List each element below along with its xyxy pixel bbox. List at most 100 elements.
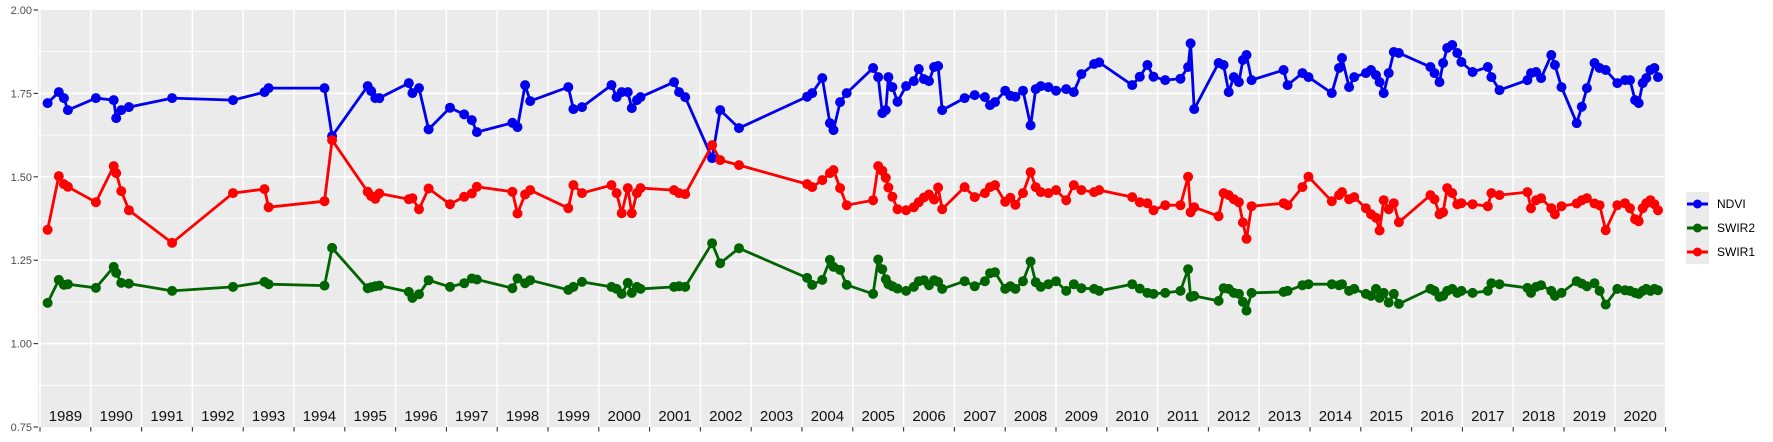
series-swir1	[42, 135, 1663, 248]
series-swir1-point	[835, 183, 846, 194]
series-swir2-point	[42, 297, 53, 308]
series-swir1-point	[1189, 202, 1200, 213]
x-tick-label: 2004	[811, 408, 844, 425]
series-swir2-point	[1536, 280, 1547, 291]
series-swir2-point	[979, 276, 990, 287]
series-ndvi-point	[1326, 88, 1337, 99]
series-swir1-point	[887, 191, 898, 202]
series-swir2-point	[1378, 287, 1389, 298]
series-swir1-point	[568, 180, 579, 191]
series-ndvi-point	[734, 123, 744, 134]
series-swir2-point	[116, 277, 127, 288]
x-tick-label: 2001	[658, 408, 691, 425]
series-swir1-point	[1482, 201, 1493, 212]
series-swir1-point	[892, 204, 903, 215]
series-swir1-point	[1456, 198, 1467, 209]
series-swir1-point	[423, 183, 434, 194]
series-swir1-point	[116, 186, 127, 197]
series-ndvi-point	[90, 93, 101, 104]
x-tick-label: 2003	[760, 408, 793, 425]
series-swir2-point	[507, 283, 518, 294]
series-swir1-point	[1653, 205, 1663, 216]
series-ndvi-point	[817, 73, 828, 84]
series-ndvi-point	[568, 104, 579, 115]
series-ndvi-point	[116, 105, 127, 116]
series-ndvi-point	[525, 96, 536, 107]
series-ndvi-point	[1482, 62, 1493, 72]
series-ndvi-point	[1383, 68, 1394, 79]
series-swir2-point	[1383, 297, 1394, 308]
series-swir2-point	[734, 243, 744, 254]
series-swir1-point	[512, 208, 523, 219]
legend-label-ndvi: NDVI	[1717, 197, 1746, 211]
series-swir1-point	[1393, 217, 1404, 228]
series-swir2-point	[263, 279, 274, 290]
series-swir2-point	[1653, 285, 1663, 296]
series-swir2-point	[616, 288, 627, 299]
series-swir1-point	[841, 200, 852, 211]
y-tick-label: 1.25	[11, 255, 32, 267]
series-swir1-point	[1536, 193, 1547, 204]
series-swir1-point	[1522, 187, 1533, 198]
series-swir1-point	[883, 182, 894, 193]
series-ndvi-point	[828, 125, 839, 136]
series-swir1-point	[1010, 199, 1021, 210]
series-swir1-point	[90, 197, 101, 208]
series-swir1-point	[606, 180, 617, 191]
series-ndvi-point	[626, 103, 637, 114]
series-ndvi-point	[1438, 58, 1449, 68]
series-ndvi-point	[1018, 85, 1028, 96]
series-swir1-point	[471, 181, 482, 192]
series-ndvi-point	[1303, 72, 1314, 83]
x-tick-label: 1999	[557, 408, 590, 425]
series-ndvi-point	[1189, 104, 1200, 115]
x-tick-label: 1998	[506, 408, 539, 425]
series-swir1-point	[414, 204, 424, 215]
x-tick-label: 1989	[49, 408, 82, 425]
series-swir1-point	[459, 191, 470, 202]
series-ndvi-point	[228, 95, 238, 106]
series-swir2-point	[1467, 287, 1478, 298]
series-swir2-point	[873, 254, 884, 265]
series-ndvi-point	[873, 72, 884, 83]
series-swir2-point	[1371, 283, 1381, 294]
series-swir2-point	[1068, 279, 1079, 290]
series-ndvi-point	[1218, 60, 1229, 70]
series-ndvi-point	[715, 105, 726, 116]
series-swir2-point	[62, 279, 73, 290]
legend-key-swir2-icon	[1686, 216, 1709, 240]
series-swir2-point	[123, 278, 134, 289]
series-swir2-point	[459, 278, 470, 289]
series-swir1-point	[1447, 188, 1458, 199]
series-swir2-point	[1025, 256, 1036, 267]
series-swir2	[42, 238, 1663, 316]
series-swir1-point	[1556, 201, 1567, 212]
series-ndvi-point	[1374, 77, 1385, 88]
series-swir2-point	[868, 288, 879, 299]
x-tick-label: 2014	[1319, 408, 1352, 425]
series-ndvi-point	[1278, 65, 1289, 75]
series-swir1-point	[1237, 217, 1248, 228]
series-swir1-point	[53, 171, 64, 182]
series-swir1-point	[1076, 185, 1087, 196]
series-swir1-point	[228, 188, 238, 199]
series-ndvi-point	[807, 88, 818, 99]
series-swir1-point	[933, 182, 944, 193]
series-ndvi-point	[58, 93, 69, 104]
series-swir1-point	[626, 208, 637, 219]
series-ndvi-point	[1378, 88, 1389, 99]
series-swir1-point	[707, 140, 718, 151]
series-swir1-point	[62, 181, 73, 192]
series-swir2-point	[525, 275, 536, 286]
series-ndvi-point	[1241, 50, 1252, 60]
series-swir2-point	[901, 285, 912, 296]
series-swir1-point	[123, 205, 134, 216]
series-swir2-point	[1337, 279, 1347, 290]
series-swir1-point	[263, 202, 274, 213]
series-swir1-point	[622, 183, 633, 194]
series-ndvi-point	[1581, 83, 1592, 94]
series-ndvi-point	[1334, 63, 1344, 73]
series-swir2-point	[1594, 285, 1605, 296]
series-swir1-point	[1241, 233, 1252, 244]
series-ndvi-point	[969, 90, 980, 101]
